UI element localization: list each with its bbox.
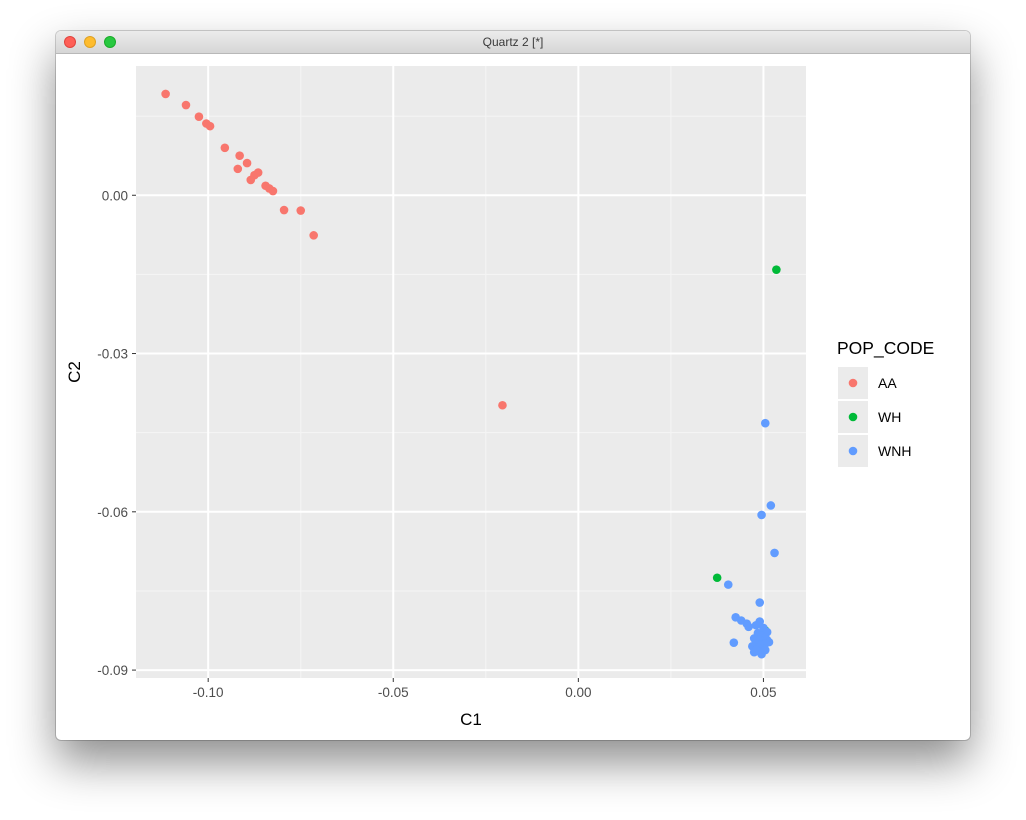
x-tick-label: -0.10 xyxy=(193,685,224,700)
x-axis-title: C1 xyxy=(460,710,482,729)
data-point-aa xyxy=(296,206,306,215)
x-tick-label: -0.05 xyxy=(378,685,409,700)
data-point-aa xyxy=(246,175,256,185)
data-point-wnh xyxy=(757,510,766,520)
data-point-wnh xyxy=(744,622,753,632)
quartz-window: Quartz 2 [*] -0.10 -0.05 0.00 0.05 0.00 -0.03… xyxy=(56,31,970,740)
data-point-aa xyxy=(233,164,243,174)
data-point-aa xyxy=(309,231,318,240)
data-point-wnh xyxy=(755,598,765,607)
data-point-aa xyxy=(242,158,252,168)
data-point-aa xyxy=(220,143,230,153)
data-point-wnh xyxy=(723,580,733,589)
data-point-aa xyxy=(253,168,263,177)
legend-label-wnh: WNH xyxy=(878,443,911,459)
data-point-aa xyxy=(205,121,215,131)
data-point-wnh xyxy=(749,647,759,657)
close-window-button[interactable] xyxy=(64,36,76,48)
zoom-window-button[interactable] xyxy=(104,36,116,48)
data-point-wnh xyxy=(755,617,765,626)
data-point-wnh xyxy=(760,645,770,655)
plot-panel xyxy=(136,66,806,678)
legend-label-aa: AA xyxy=(878,375,897,391)
data-point-wnh xyxy=(770,548,779,558)
data-point-wnh xyxy=(729,638,739,647)
legend-label-wh: WH xyxy=(878,409,901,425)
legend-key-wnh xyxy=(848,446,858,456)
y-tick-label: -0.06 xyxy=(97,505,128,520)
data-point-aa xyxy=(279,205,289,215)
data-point-aa xyxy=(235,151,244,160)
y-tick-label: -0.03 xyxy=(97,347,128,362)
data-point-wh xyxy=(712,573,722,583)
data-point-aa xyxy=(498,400,507,410)
data-point-wnh xyxy=(766,501,776,510)
x-tick-label: 0.00 xyxy=(565,685,591,700)
window-titlebar[interactable]: Quartz 2 [*] xyxy=(56,31,970,54)
data-point-wnh xyxy=(760,418,770,428)
data-point-aa xyxy=(194,112,204,121)
data-point-aa xyxy=(268,186,278,196)
x-tick-label: 0.05 xyxy=(750,685,776,700)
legend-key-wh xyxy=(848,412,858,422)
minimize-window-button[interactable] xyxy=(84,36,96,48)
y-axis-title: C2 xyxy=(65,361,84,383)
y-tick-label: -0.09 xyxy=(97,663,128,678)
legend-title: POP_CODE xyxy=(837,338,934,359)
data-point-aa xyxy=(161,89,170,99)
window-title: Quartz 2 [*] xyxy=(482,35,544,49)
data-point-wh xyxy=(772,265,781,274)
legend-key-aa xyxy=(848,378,858,388)
scatter-plot: -0.10 -0.05 0.00 0.05 0.00 -0.03 -0.06 -0.09 C1 C… xyxy=(65,66,934,729)
y-tick-label: 0.00 xyxy=(102,188,128,203)
data-point-aa xyxy=(181,100,191,110)
